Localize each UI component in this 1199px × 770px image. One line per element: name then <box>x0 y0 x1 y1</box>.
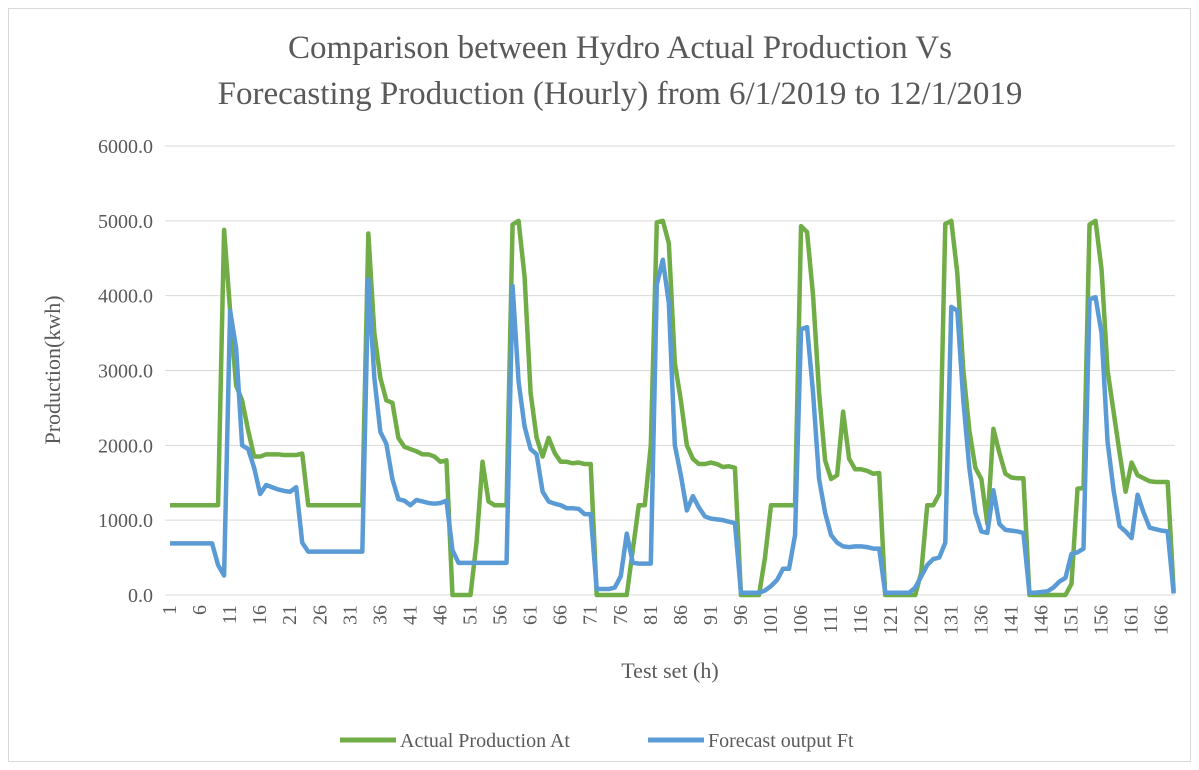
y-tick-label: 1000.0 <box>98 510 153 532</box>
x-tick-label: 26 <box>309 605 331 625</box>
x-tick-label: 141 <box>1000 605 1022 635</box>
x-tick-label: 111 <box>820 605 842 634</box>
x-tick-label: 11 <box>219 605 241 624</box>
x-tick-label: 51 <box>460 605 482 625</box>
x-tick-label: 101 <box>760 605 782 635</box>
chart-title: Comparison between Hydro Actual Producti… <box>288 30 952 66</box>
x-tick-label: 61 <box>520 605 542 625</box>
x-tick-label: 1 <box>159 605 181 615</box>
y-tick-label: 3000.0 <box>98 361 153 383</box>
x-tick-label: 76 <box>610 605 632 625</box>
y-tick-label: 0.0 <box>128 585 153 607</box>
chart-title: Forecasting Production (Hourly) from 6/1… <box>218 76 1023 112</box>
y-tick-label: 4000.0 <box>98 286 153 308</box>
x-tick-label: 106 <box>790 605 812 635</box>
x-tick-label: 56 <box>490 605 512 625</box>
x-tick-label: 161 <box>1121 605 1143 635</box>
x-tick-label: 86 <box>670 605 692 625</box>
x-tick-label: 116 <box>850 605 872 634</box>
x-tick-label: 41 <box>399 605 421 625</box>
x-tick-label: 156 <box>1091 605 1113 635</box>
x-tick-label: 126 <box>910 605 932 635</box>
legend-label: Actual Production At <box>400 730 570 752</box>
x-tick-label: 31 <box>339 605 361 625</box>
legend-label: Forecast output Ft <box>708 730 854 752</box>
x-tick-label: 6 <box>189 605 211 615</box>
y-tick-label: 5000.0 <box>98 211 153 233</box>
x-tick-label: 81 <box>640 605 662 625</box>
data-line <box>170 257 1176 596</box>
y-tick-label: 2000.0 <box>98 435 153 457</box>
x-tick-label: 96 <box>730 605 752 625</box>
x-tick-label: 151 <box>1061 605 1083 635</box>
x-tick-label: 66 <box>550 605 572 625</box>
x-axis-title: Test set (h) <box>621 658 718 683</box>
x-tick-label: 71 <box>580 605 602 625</box>
chart-frame <box>8 8 1191 762</box>
x-tick-label: 46 <box>429 605 451 625</box>
x-tick-label: 136 <box>970 605 992 635</box>
x-tick-label: 121 <box>880 605 902 635</box>
y-tick-label: 6000.0 <box>98 136 153 158</box>
x-tick-label: 131 <box>940 605 962 635</box>
x-tick-label: 166 <box>1151 605 1173 635</box>
x-tick-label: 16 <box>249 605 271 625</box>
x-tick-label: 21 <box>279 605 301 625</box>
y-axis-title: Production(kwh) <box>40 295 65 444</box>
x-tick-label: 146 <box>1030 605 1052 635</box>
x-tick-label: 36 <box>369 605 391 625</box>
data-line <box>170 218 1176 598</box>
x-tick-label: 91 <box>700 605 722 625</box>
